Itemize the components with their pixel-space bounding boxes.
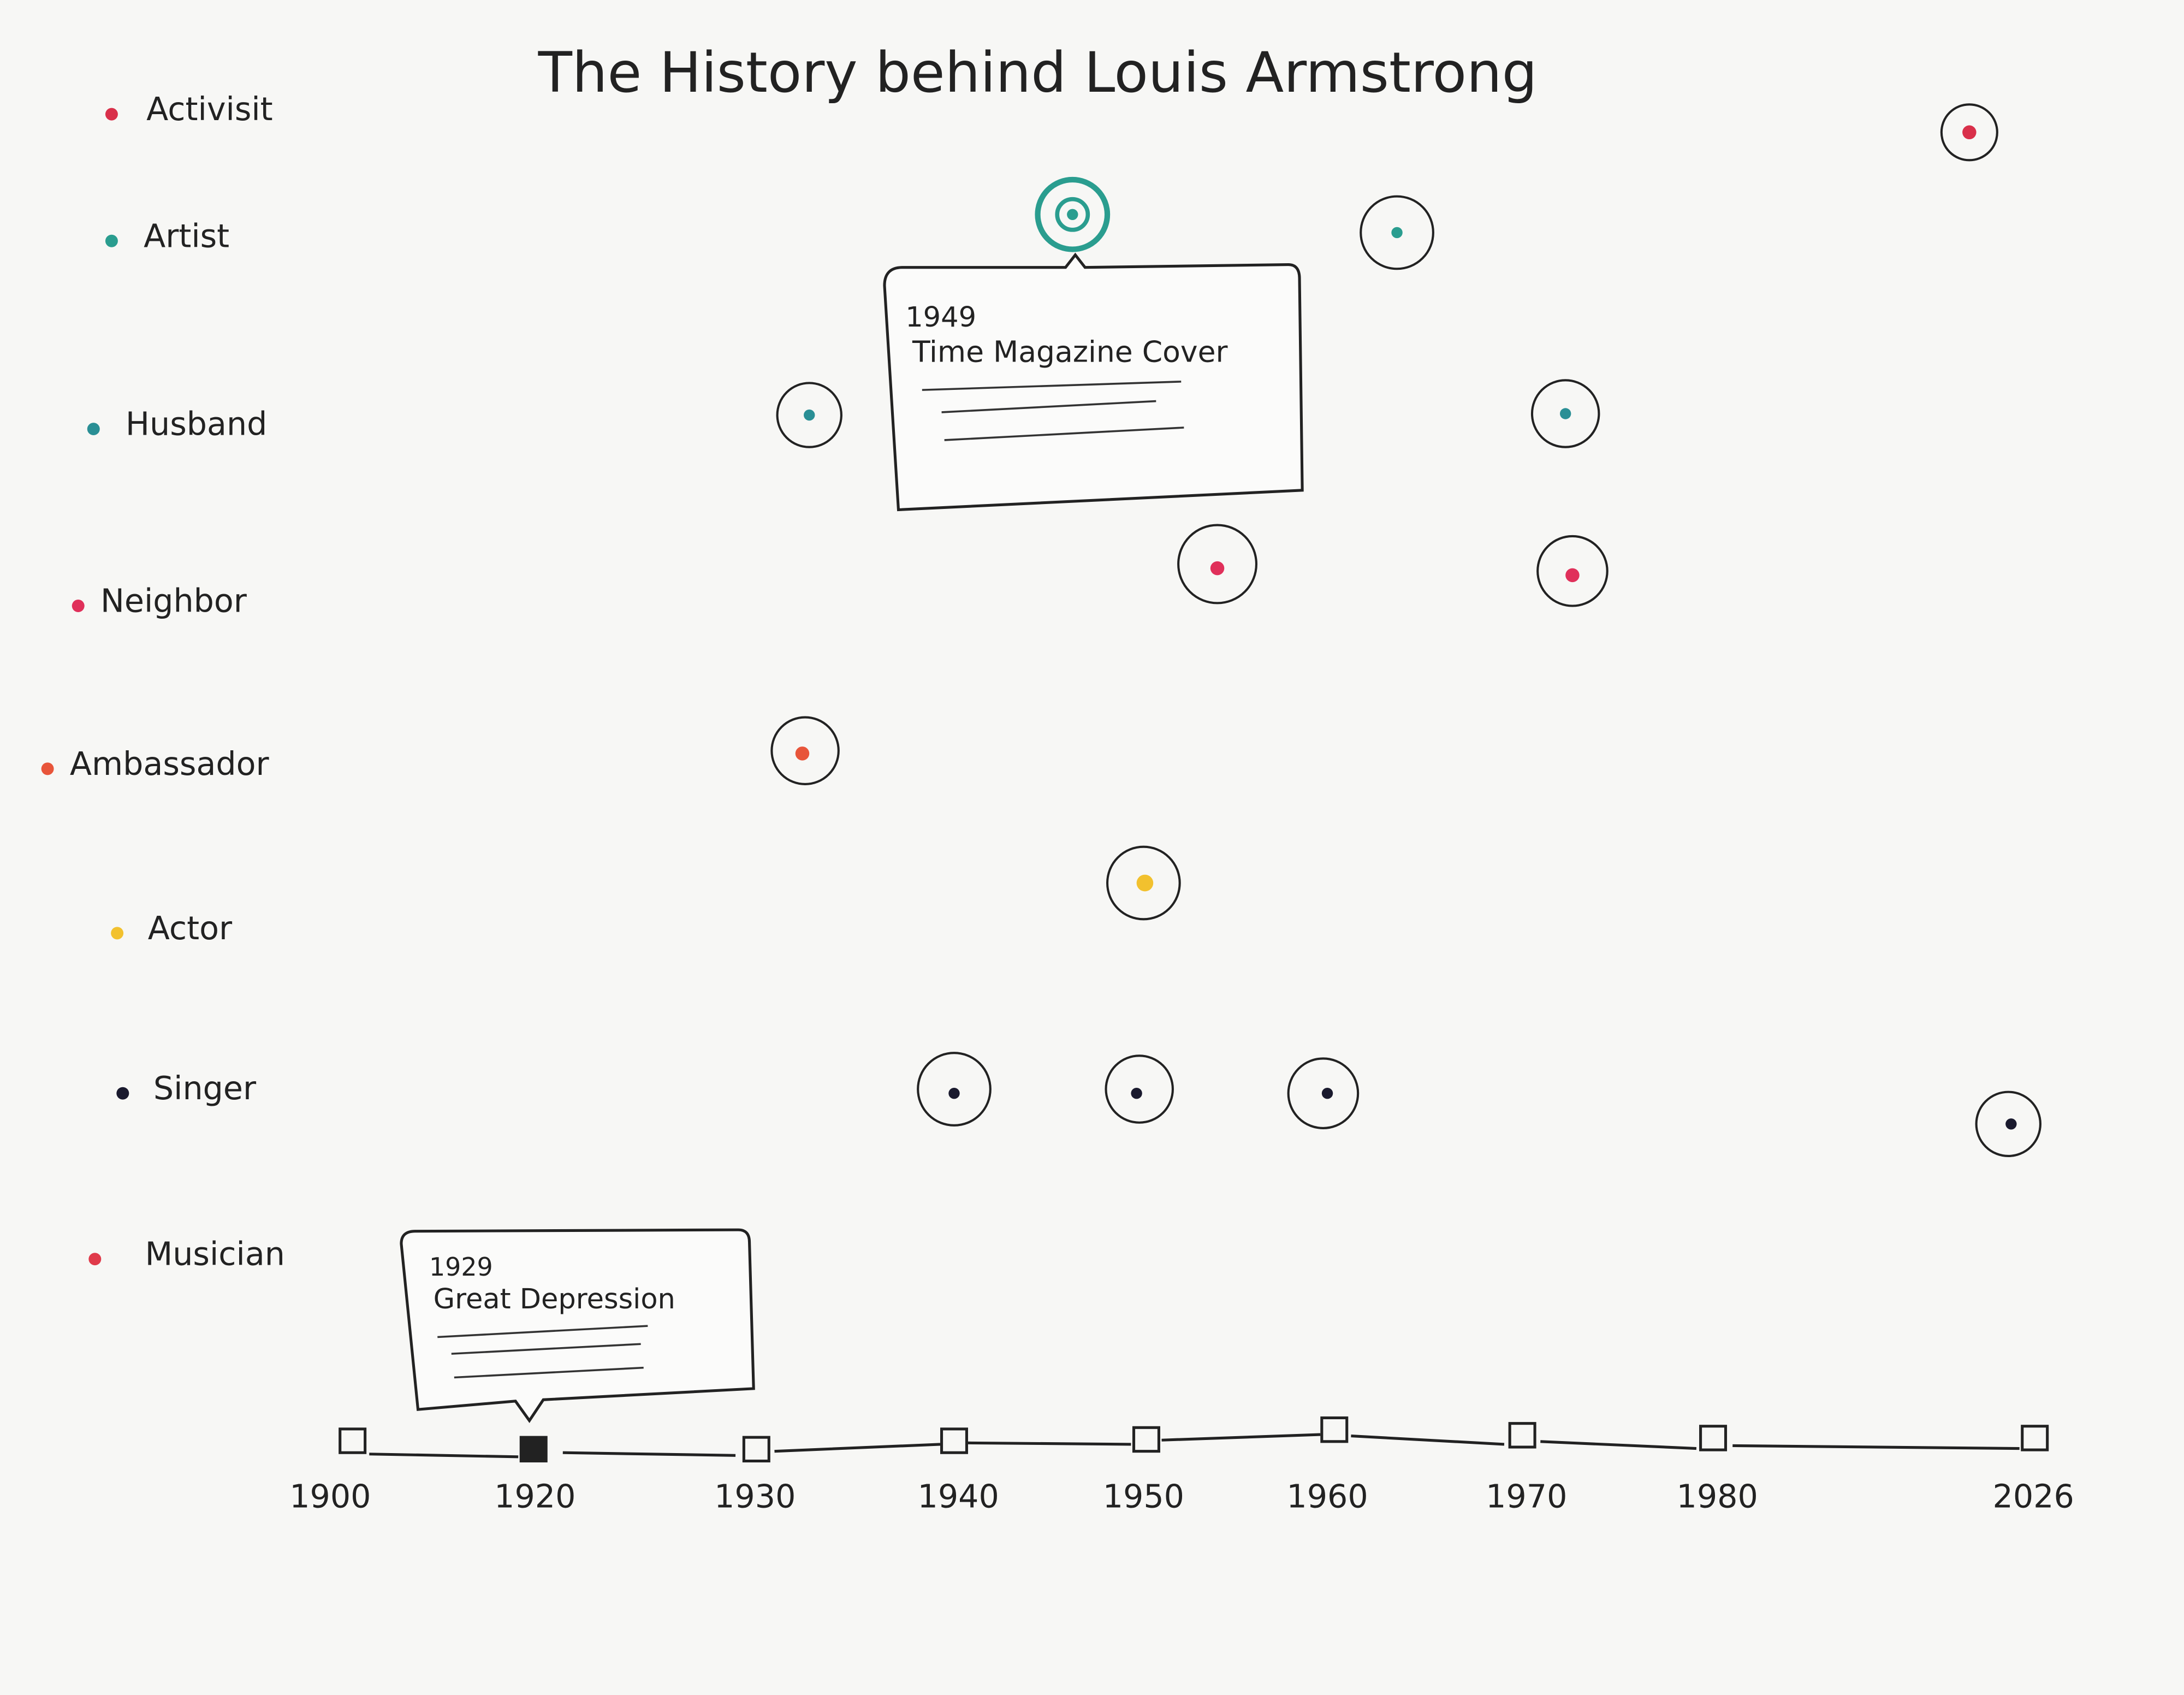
role-legend: Activisit Artist Husband Neighbor Ambassador…: [41, 91, 285, 1273]
tooltip-box: [883, 252, 1304, 512]
event-dot: [1067, 209, 1078, 220]
event-marker[interactable]: [1530, 379, 1600, 448]
role-label[interactable]: Ambassador: [70, 745, 270, 783]
timeline-label: 1980: [1677, 1478, 1758, 1515]
tooltip: 1949 Time Magazine Cover: [883, 252, 1304, 512]
timeline-marker[interactable]: [940, 1427, 969, 1454]
event-marker[interactable]: [776, 382, 842, 448]
event-dot: [1559, 408, 1571, 419]
tooltip-text: Time Magazine Cover: [912, 334, 1228, 369]
role-dot: [87, 423, 100, 436]
event-dot: [1210, 561, 1225, 576]
event-marker[interactable]: [1287, 1057, 1360, 1129]
page-title: The History behind Louis Armstrong: [538, 40, 1538, 105]
year-timeline: 1900 1920 1930 1940 1950 1960 1970 1980 2026: [289, 1416, 2074, 1515]
timeline-marker[interactable]: [1320, 1416, 1349, 1443]
tooltip-line: [437, 1325, 648, 1338]
timeline-label: 1900: [289, 1478, 371, 1515]
role-label[interactable]: Husband: [126, 406, 267, 443]
event-marker[interactable]: [1360, 195, 1434, 270]
timeline-label: 1920: [494, 1478, 575, 1515]
event-dot: [1321, 1087, 1333, 1099]
role-dot: [105, 108, 118, 121]
timeline-label: 1930: [714, 1478, 796, 1515]
role-label[interactable]: Artist: [144, 217, 229, 254]
event-ring: [1055, 197, 1090, 232]
timeline-label: 1950: [1103, 1478, 1184, 1515]
event-marker[interactable]: [1940, 103, 1998, 162]
timeline-marker[interactable]: [742, 1436, 770, 1463]
tooltip-box: [400, 1228, 755, 1424]
event-marker[interactable]: [917, 1052, 992, 1127]
event-dot: [795, 746, 810, 761]
event-dot: [1391, 227, 1403, 239]
event-dot: [2005, 1118, 2017, 1130]
event-marker[interactable]: [1105, 1054, 1174, 1124]
tooltip-line: [454, 1366, 644, 1379]
tooltip-year: 1929: [429, 1252, 493, 1282]
tooltip-text: Great Depression: [434, 1283, 675, 1315]
role-label[interactable]: Activisit: [146, 91, 273, 128]
role-label[interactable]: Actor: [148, 910, 233, 947]
event-dot: [804, 409, 815, 421]
timeline-marker[interactable]: [519, 1436, 548, 1463]
timeline-marker[interactable]: [1699, 1425, 1728, 1451]
event-marker[interactable]: [1177, 524, 1258, 604]
timeline-label: 1970: [1486, 1478, 1567, 1515]
role-dot: [111, 927, 124, 940]
event-marker[interactable]: [1106, 845, 1181, 921]
timeline-label: 1960: [1286, 1478, 1368, 1515]
event-marker[interactable]: [1536, 535, 1609, 607]
timeline-line: [369, 1433, 2020, 1459]
role-dot: [41, 762, 54, 775]
events: [770, 103, 2041, 1157]
role-label[interactable]: Neighbor: [100, 582, 247, 619]
event-dot: [1136, 874, 1154, 892]
event-dot: [1962, 125, 1977, 140]
timeline-marker[interactable]: [1132, 1426, 1160, 1453]
timeline-label: 1940: [918, 1478, 999, 1515]
tooltip: 1929 Great Depression: [400, 1228, 755, 1424]
timeline-label: 2026: [1993, 1478, 2074, 1515]
event-marker[interactable]: [770, 716, 840, 785]
tooltip-line: [944, 426, 1184, 441]
event-dot: [1131, 1087, 1142, 1099]
role-dot: [105, 234, 118, 247]
role-dot: [72, 600, 85, 612]
tooltip-line: [922, 381, 1182, 391]
timeline-marker[interactable]: [1508, 1422, 1536, 1449]
event-dot: [948, 1087, 960, 1099]
role-label[interactable]: Singer: [153, 1070, 257, 1107]
event-marker-selected[interactable]: [1035, 176, 1111, 252]
role-dot: [116, 1087, 129, 1100]
event-marker[interactable]: [1975, 1091, 2041, 1157]
event-dot: [1565, 568, 1580, 583]
role-label[interactable]: Musician: [145, 1236, 285, 1273]
tooltip-line: [941, 400, 1156, 413]
role-dot: [88, 1253, 102, 1266]
timeline-marker[interactable]: [339, 1427, 367, 1454]
tooltip-line: [451, 1343, 641, 1355]
tooltip-year: 1949: [905, 301, 976, 334]
timeline-marker[interactable]: [2021, 1425, 2049, 1451]
